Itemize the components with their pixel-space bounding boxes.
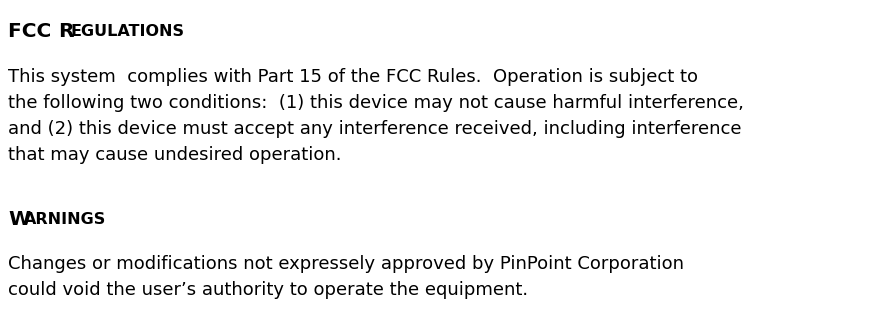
Text: the following two conditions:  (1) this device may not cause harmful interferenc: the following two conditions: (1) this d…: [8, 94, 744, 112]
Text: could void the user’s authority to operate the equipment.: could void the user’s authority to opera…: [8, 281, 528, 299]
Text: EGULATIONS: EGULATIONS: [70, 24, 184, 39]
Text: This system  complies with Part 15 of the FCC Rules.  Operation is subject to: This system complies with Part 15 of the…: [8, 68, 698, 86]
Text: Changes or modifications not expressely approved by PinPoint Corporation: Changes or modifications not expressely …: [8, 255, 684, 273]
Text: R: R: [58, 22, 73, 41]
Text: and (2) this device must accept any interference received, including interferenc: and (2) this device must accept any inte…: [8, 120, 741, 138]
Text: ARNINGS: ARNINGS: [24, 212, 106, 227]
Text: that may cause undesired operation.: that may cause undesired operation.: [8, 146, 341, 164]
Text: FCC: FCC: [8, 22, 58, 41]
Text: W: W: [8, 210, 30, 229]
